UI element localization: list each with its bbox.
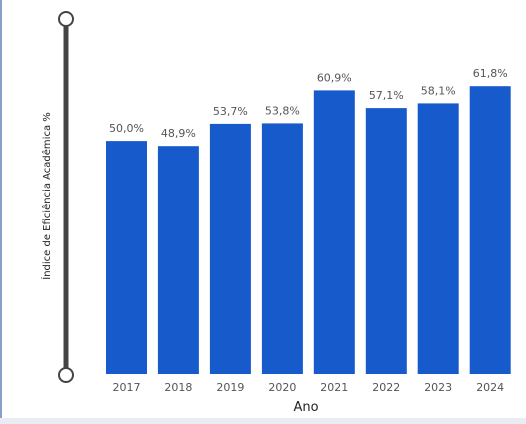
- bar-2021[interactable]: [313, 90, 355, 375]
- bar-2020[interactable]: [261, 123, 303, 375]
- data-label-2022: 57,1%: [369, 89, 404, 102]
- x-tick-2022: 2022: [372, 381, 400, 394]
- bar-series: 50,0% 2017 48,9% 2018 53,7% 2019 53,8% 2020 60,9…: [106, 67, 511, 394]
- slider-handle-bottom[interactable]: [58, 367, 74, 383]
- data-label-2019: 53,7%: [213, 105, 248, 118]
- x-axis-title: Ano: [293, 400, 318, 415]
- x-tick-2018: 2018: [164, 381, 192, 394]
- x-tick-2021: 2021: [320, 381, 348, 394]
- bar-2017[interactable]: [106, 141, 147, 374]
- bar-2019[interactable]: [209, 123, 251, 375]
- slider-handle-top[interactable]: [58, 11, 74, 27]
- panel-bottom-strip: [0, 418, 526, 424]
- data-label-2020: 53,8%: [265, 104, 300, 117]
- x-tick-2023: 2023: [424, 381, 452, 394]
- bar-2024[interactable]: [469, 86, 511, 374]
- bar-2018[interactable]: [157, 146, 199, 374]
- data-label-2024: 61,8%: [473, 67, 508, 80]
- y-axis-range-slider[interactable]: [58, 11, 74, 383]
- data-label-2017: 50,0%: [109, 122, 144, 135]
- bar-2023[interactable]: [417, 103, 459, 375]
- x-tick-2017: 2017: [113, 381, 141, 394]
- panel-left-border: [0, 0, 2, 424]
- x-tick-2024: 2024: [476, 381, 504, 394]
- data-label-2018: 48,9%: [161, 127, 196, 140]
- data-label-2021: 60,9%: [317, 71, 352, 84]
- x-tick-2020: 2020: [268, 381, 296, 394]
- data-label-2023: 58,1%: [421, 84, 456, 97]
- y-axis-title: Índice de Eficiência Acadêmica %: [40, 112, 53, 280]
- bar-2022[interactable]: [365, 108, 407, 374]
- x-tick-2019: 2019: [216, 381, 244, 394]
